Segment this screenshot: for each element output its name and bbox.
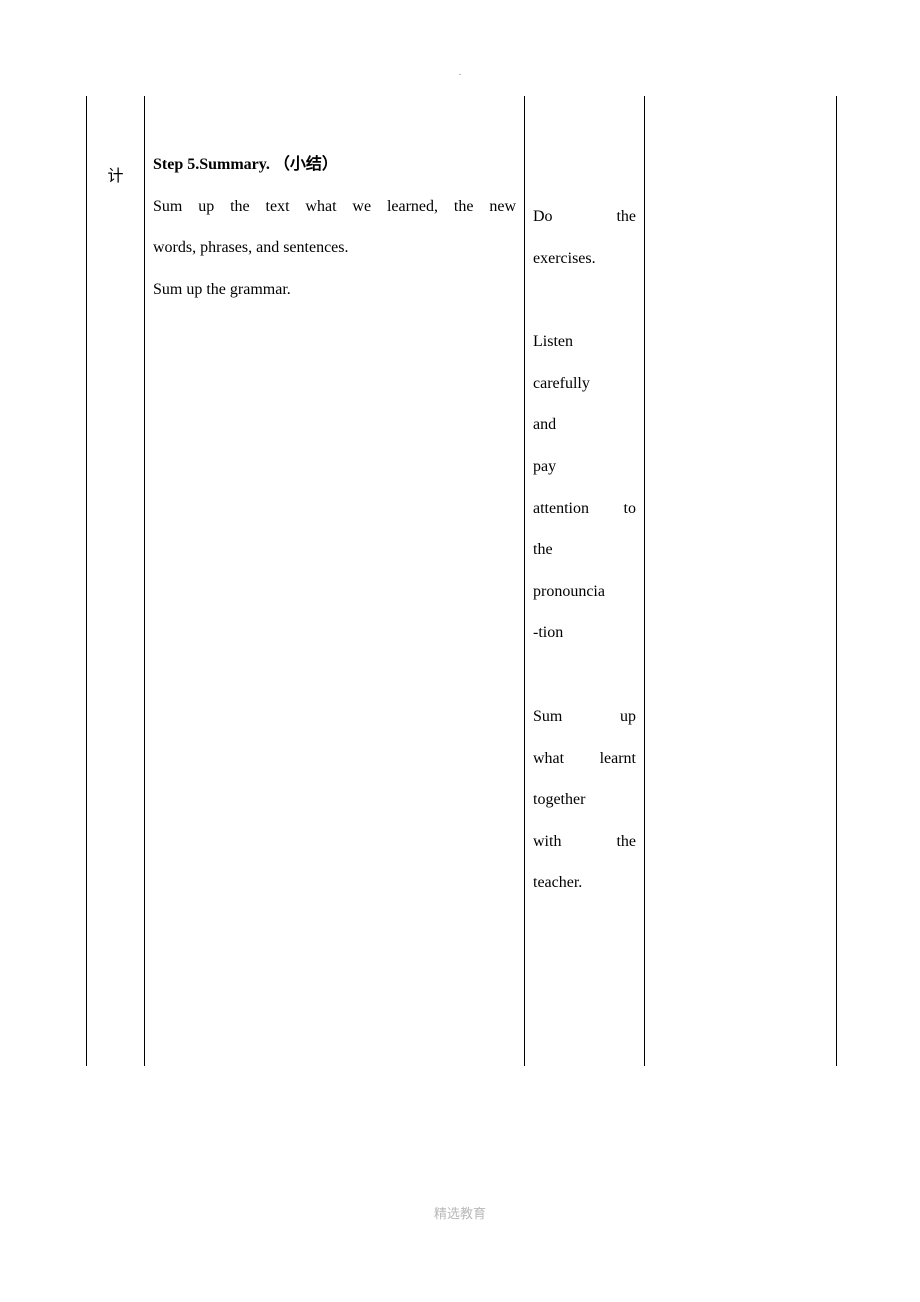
student-activity-cell: Do the exercises. Listen carefully and p…: [525, 96, 645, 1066]
notes-cell: [645, 96, 837, 1066]
student-text-line: together: [533, 779, 636, 821]
student-text-line: teacher.: [533, 862, 636, 904]
step-title: Step 5.Summary. （小结）: [153, 144, 516, 186]
student-text-line: -tion: [533, 612, 636, 654]
student-text-line: exercises.: [533, 238, 636, 280]
page-header-mark: .: [459, 67, 462, 78]
student-text-line: carefully: [533, 363, 636, 405]
section-label-cell: 计: [87, 96, 145, 1066]
paragraph-gap: [533, 654, 636, 696]
student-text-line: attention to: [533, 488, 636, 530]
student-text-line: pronouncia: [533, 571, 636, 613]
student-text-line: pay: [533, 446, 636, 488]
student-text-line: Do the: [533, 196, 636, 238]
student-text-line: the: [533, 529, 636, 571]
teacher-text-line: words, phrases, and sentences.: [153, 227, 516, 269]
section-label: 计: [95, 96, 136, 198]
student-text-line: and: [533, 404, 636, 446]
teacher-text-line: Sum up the grammar.: [153, 269, 516, 311]
student-text-line: with the: [533, 821, 636, 863]
lesson-plan-table-container: 计 Step 5.Summary. （小结） Sum up the text w…: [86, 96, 836, 1066]
student-text-line: what learnt: [533, 738, 636, 780]
lesson-plan-table: 计 Step 5.Summary. （小结） Sum up the text w…: [86, 96, 837, 1066]
student-text-line: Sum up: [533, 696, 636, 738]
student-text-line: Listen: [533, 321, 636, 363]
teacher-activity-cell: Step 5.Summary. （小结） Sum up the text wha…: [145, 96, 525, 1066]
paragraph-gap: [533, 279, 636, 321]
teacher-text-line: Sum up the text what we learned, the new: [153, 186, 516, 228]
page-footer: 精选教育: [434, 1203, 486, 1222]
table-row: 计 Step 5.Summary. （小结） Sum up the text w…: [87, 96, 837, 1066]
